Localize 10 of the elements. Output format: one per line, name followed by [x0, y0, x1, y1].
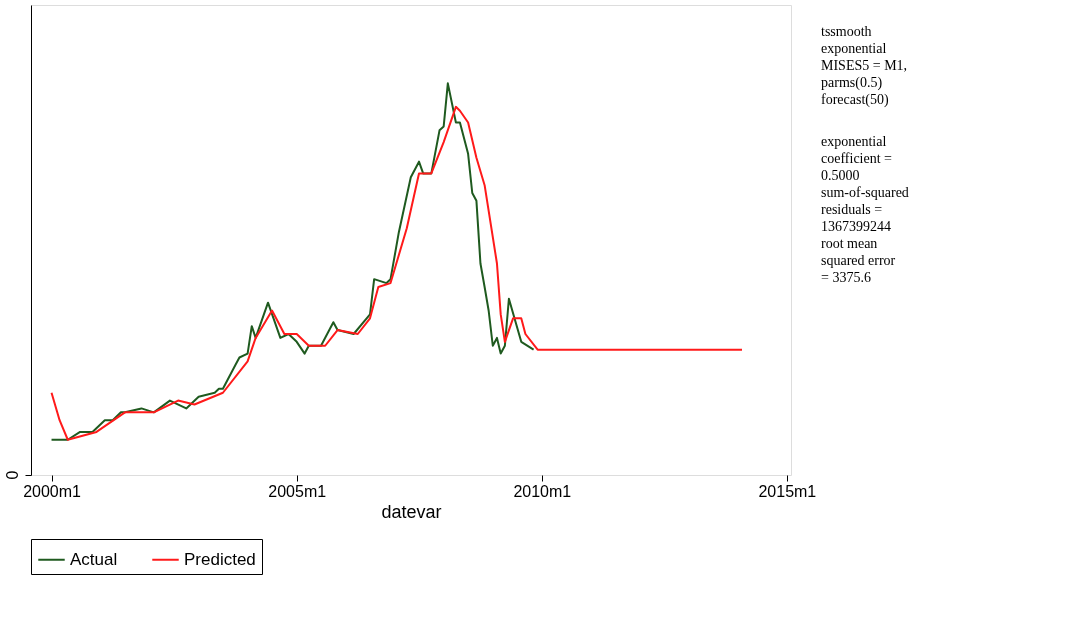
- text: 0: [4, 470, 21, 480]
- text: exponential coefficient = 0.5000 sum-of-squared residuals = 1367399244 root mean squared error = 3375.6: [821, 134, 909, 285]
- x-tick-label: 2000m1: [23, 482, 82, 500]
- x-axis-title: datevar: [381, 501, 442, 522]
- legend-label: Actual: [70, 549, 118, 569]
- text: tssmooth exponential MISES5 = M1, parms(0.5) forecast(50): [821, 24, 908, 108]
- x-tick-label: 2015m1: [758, 482, 817, 500]
- x-tick-label: 2010m1: [513, 482, 572, 500]
- x-tick-label: 2005m1: [268, 482, 327, 500]
- legend-label: Predicted: [184, 549, 256, 569]
